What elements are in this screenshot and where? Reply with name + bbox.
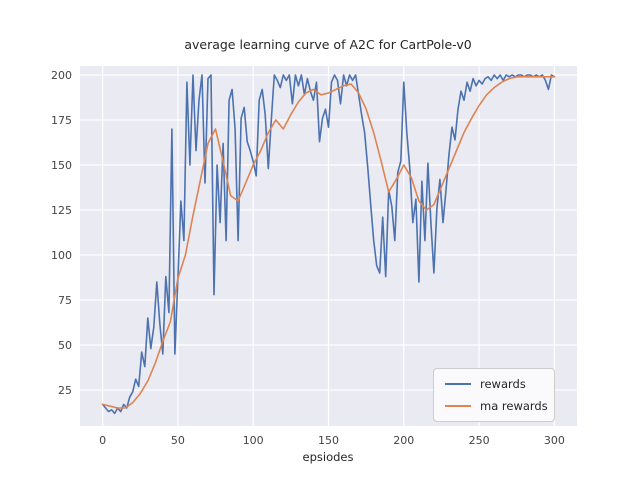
ma-rewards-line-swatch	[445, 405, 471, 407]
legend-item-rewards: rewards	[445, 377, 543, 391]
y-tick-label: 25	[58, 384, 72, 397]
x-tick-label: 100	[243, 434, 264, 447]
x-tick-label: 200	[393, 434, 414, 447]
y-tick-label: 50	[58, 339, 72, 352]
legend-item-ma-rewards: ma rewards	[445, 399, 548, 413]
chart-title: average learning curve of A2C for CartPo…	[184, 37, 472, 52]
x-axis-label: epsiodes	[302, 450, 354, 464]
x-tick-label: 250	[469, 434, 490, 447]
x-tick-label: 50	[171, 434, 185, 447]
legend-label-rewards: rewards	[480, 377, 526, 391]
legend-label-ma-rewards: ma rewards	[480, 399, 548, 413]
y-tick-label: 175	[51, 114, 72, 127]
x-tick-label: 0	[99, 434, 106, 447]
x-tick-label: 150	[318, 434, 339, 447]
y-tick-label: 125	[51, 204, 72, 217]
y-tick-label: 100	[51, 249, 72, 262]
rewards-line-swatch	[445, 383, 471, 385]
legend: rewards ma rewards	[433, 368, 555, 422]
ma-rewards-line	[101, 76, 556, 409]
y-tick-label: 200	[51, 69, 72, 82]
y-tick-label: 150	[51, 159, 72, 172]
y-tick-label: 75	[58, 294, 72, 307]
x-tick-label: 300	[544, 434, 565, 447]
